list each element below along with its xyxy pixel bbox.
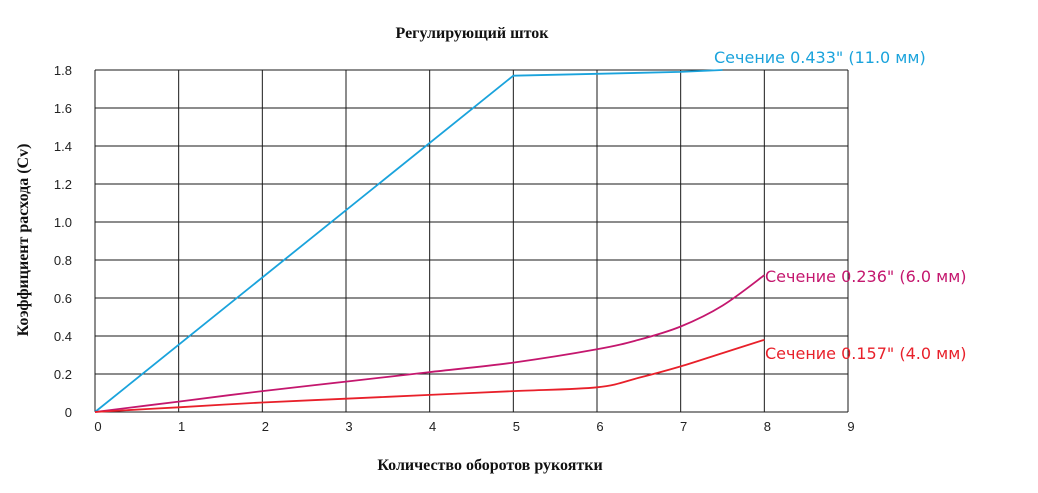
series-label-11mm: Сечение 0.433" (11.0 мм): [714, 48, 926, 67]
y-tick-label: 0.6: [54, 291, 72, 306]
y-tick-label: 1.8: [54, 63, 72, 78]
x-tick-label: 6: [596, 419, 603, 434]
series-line-4mm: [94, 338, 765, 413]
y-tick-label: 0: [65, 405, 72, 420]
y-tick-label: 1.2: [54, 177, 72, 192]
chart-title: Регулирующий шток: [396, 25, 550, 42]
series-label-6mm: Сечение 0.236" (6.0 мм): [765, 267, 967, 286]
y-axis-label: Коэффициент расхода (Cv): [15, 144, 32, 337]
y-tick-label: 0.8: [54, 253, 72, 268]
x-tick-label: 7: [680, 419, 687, 434]
series-line-6mm: [94, 274, 765, 413]
x-tick-label: 2: [262, 419, 269, 434]
y-tick-label: 1.4: [54, 139, 72, 154]
series-label-4mm: Сечение 0.157" (4.0 мм): [765, 344, 967, 363]
x-tick-label: 4: [429, 419, 436, 434]
x-tick-label: 5: [513, 419, 520, 434]
series-line-11mm: [94, 69, 723, 413]
x-tick-label: 9: [847, 419, 854, 434]
x-tick-label: 1: [178, 419, 185, 434]
y-tick-label: 1.0: [54, 215, 72, 230]
tick-labels: 0 1 2 3 4 5 6 7 8 9 0 0.2 0.4 0.6 0.8 1.0 1.2 1.4 1.6 1.8: [54, 63, 855, 434]
series-labels: Сечение 0.433" (11.0 мм) Сечение 0.236" (…: [714, 48, 967, 363]
series-lines: [94, 69, 765, 413]
y-tick-label: 0.4: [54, 329, 72, 344]
x-tick-label: 3: [345, 419, 352, 434]
x-axis-label: Количество оборотов рукоятки: [377, 457, 602, 474]
grid: [94, 69, 849, 413]
x-tick-label: 8: [764, 419, 771, 434]
x-tick-label: 0: [94, 419, 101, 434]
y-tick-label: 1.6: [54, 101, 72, 116]
y-tick-label: 0.2: [54, 367, 72, 382]
